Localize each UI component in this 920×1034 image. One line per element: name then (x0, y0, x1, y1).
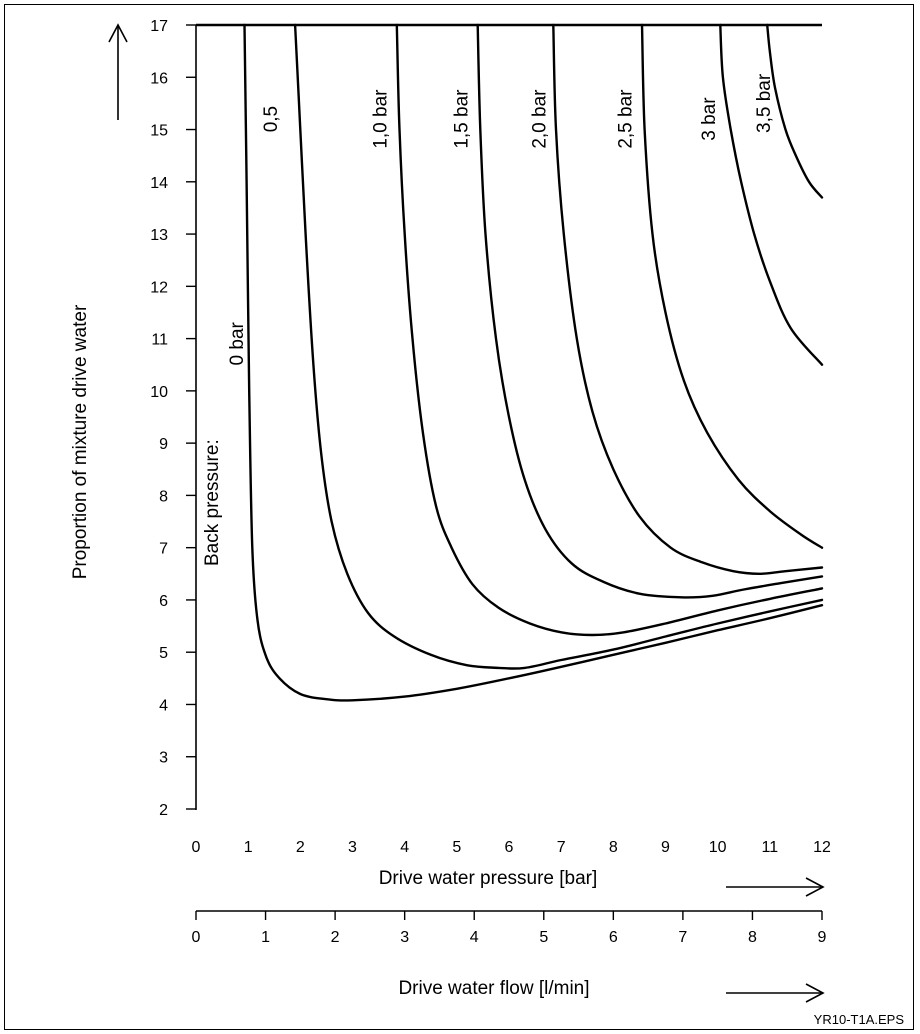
curve-label: 1,5 bar (451, 89, 472, 149)
x2-tick-label: 7 (678, 929, 687, 946)
x2-tick-labels: 0 1 2 3 4 5 6 7 8 9 (192, 929, 827, 946)
y-tick-label: 12 (150, 279, 168, 296)
y-ticks (186, 24, 196, 810)
curve-line (395, 23, 824, 637)
x-tick-label: 8 (609, 839, 618, 856)
x2-tick-label: 1 (261, 929, 270, 946)
y-axis-title: Proportion of mixture drive water (70, 304, 91, 579)
y-tick-label: 16 (150, 70, 168, 87)
curve-line (243, 23, 824, 702)
y-tick-label: 17 (150, 18, 168, 35)
x-tick-labels: 0 1 2 3 4 5 6 7 8 9 10 11 12 (192, 839, 831, 856)
x2-tick-label: 2 (331, 929, 340, 946)
y-tick-label: 15 (150, 123, 168, 140)
x2-tick-label: 0 (192, 929, 201, 946)
y-tick-label: 4 (159, 697, 168, 714)
x-tick-label: 9 (661, 839, 670, 856)
x-tick-label: 11 (762, 839, 779, 856)
x2-tick-label: 4 (470, 929, 479, 946)
curve-label: 0,5 (261, 106, 282, 132)
y-tick-label: 9 (159, 436, 168, 453)
curve-line (293, 23, 824, 670)
curve-line (766, 23, 824, 199)
x-tick-label: 6 (505, 839, 514, 856)
curve-label: 2,5 bar (616, 89, 637, 149)
x2-tick-label: 6 (609, 929, 618, 946)
x-tick-label: 2 (296, 839, 305, 856)
y-tick-label: 8 (159, 488, 168, 505)
y-tick-label: 10 (150, 384, 168, 401)
x2-tick-label: 8 (748, 929, 757, 946)
x-tick-label: 3 (348, 839, 357, 856)
curve-line (552, 23, 824, 575)
x-tick-label: 5 (452, 839, 461, 856)
y-tick-label: 6 (159, 593, 168, 610)
x-arrow-icon (726, 877, 825, 897)
curve-labels: 0 bar 0,5 1,0 bar 1,5 bar 2,0 bar 2,5 bar 3 ba… (227, 73, 775, 365)
curve-label: 3 bar (699, 97, 720, 141)
x2-tick-label: 5 (539, 929, 548, 946)
x2-axis (195, 910, 823, 920)
y-tick-label: 3 (159, 750, 168, 767)
y-tick-labels: 2 3 4 5 6 7 8 9 10 11 12 13 14 15 16 17 (150, 18, 168, 819)
y-arrow-icon (108, 23, 128, 120)
x2-axis-title: Drive water flow [l/min] (398, 978, 589, 999)
x2-tick-label: 3 (400, 929, 409, 946)
curve-label: 1,0 bar (370, 89, 391, 149)
y-tick-label: 7 (159, 541, 168, 558)
back-pressure-label: Back pressure: (202, 439, 223, 566)
x-tick-label: 12 (813, 839, 831, 856)
y-tick-label: 11 (151, 332, 168, 349)
footer-file-label: YR10-T1A.EPS (814, 1012, 905, 1027)
y-tick-label: 14 (150, 175, 168, 192)
curve-line (476, 23, 824, 599)
curves (243, 23, 824, 702)
y-tick-label: 2 (159, 802, 168, 819)
x-axis-title: Drive water pressure [bar] (379, 868, 598, 889)
x-tick-label: 10 (709, 839, 727, 856)
x2-arrow-icon (726, 983, 825, 1003)
curve-label: 3,5 bar (754, 73, 775, 133)
x-tick-label: 0 (192, 839, 201, 856)
curve-label: 0 bar (227, 321, 248, 365)
x-tick-label: 1 (244, 839, 253, 856)
figure-frame (4, 4, 914, 1030)
curve-line (719, 23, 824, 366)
curve-line (640, 23, 824, 549)
x-tick-label: 4 (400, 839, 409, 856)
curve-label: 2,0 bar (530, 89, 551, 149)
x-tick-label: 7 (557, 839, 566, 856)
y-tick-label: 5 (159, 645, 168, 662)
y-tick-label: 13 (150, 227, 168, 244)
x2-tick-label: 9 (818, 929, 827, 946)
